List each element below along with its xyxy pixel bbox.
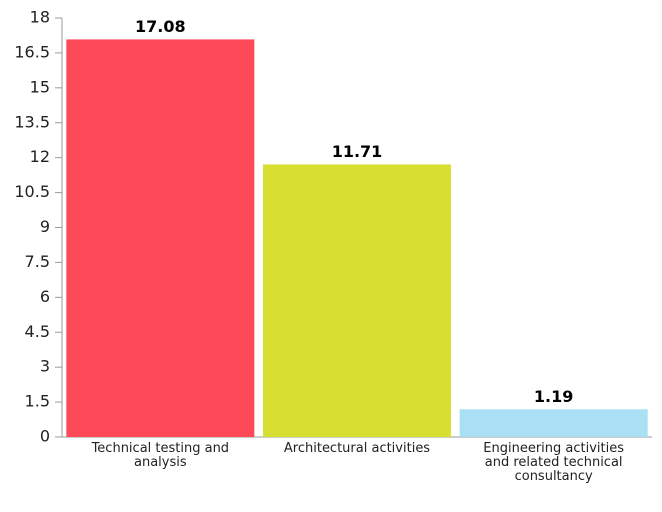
- bar: [66, 39, 255, 437]
- x-tick-label: Architectural activities: [283, 441, 431, 456]
- y-tick-label: 6: [40, 287, 50, 306]
- y-tick-label: 0: [40, 427, 50, 446]
- bar: [459, 409, 648, 437]
- y-tick-label: 13.5: [14, 112, 50, 131]
- y-tick-label: 18: [30, 8, 50, 27]
- y-tick-label: 10.5: [14, 182, 50, 201]
- x-tick-label: Engineering activities and related techn…: [483, 441, 625, 484]
- y-tick-label: 12: [30, 147, 50, 166]
- value-label: 1.19: [534, 387, 573, 406]
- value-label: 11.71: [332, 142, 383, 161]
- bar: [262, 164, 452, 437]
- y-tick-label: 9: [40, 217, 50, 236]
- y-tick-label: 7.5: [25, 252, 50, 271]
- y-tick-label: 15: [30, 77, 50, 96]
- value-label: 17.08: [135, 17, 186, 36]
- y-tick-label: 16.5: [14, 42, 50, 61]
- y-tick-label: 4.5: [25, 322, 50, 341]
- y-tick-label: 1.5: [25, 392, 50, 411]
- y-tick-label: 3: [40, 357, 50, 376]
- x-tick-label: Technical testing and analysis: [91, 441, 230, 470]
